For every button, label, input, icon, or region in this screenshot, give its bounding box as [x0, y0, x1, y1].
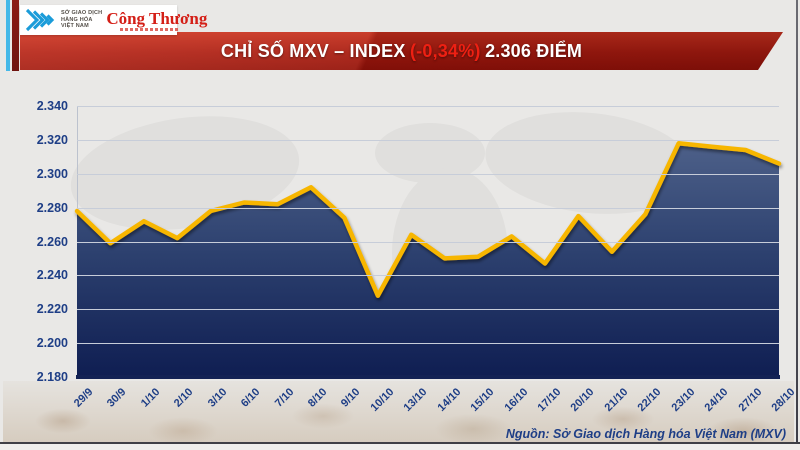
plot-area — [74, 106, 782, 377]
area-fill — [77, 143, 779, 377]
frame-border-bottom-light — [0, 444, 800, 450]
congthuong-wordmark: Công Thương — [106, 8, 208, 28]
index-area-chart — [74, 141, 782, 377]
gridline — [77, 106, 779, 107]
congthuong-tagline — [120, 27, 179, 31]
photo-watermark-strip — [3, 381, 794, 442]
y-axis-label: 2.300 — [36, 166, 68, 181]
y-axis-label: 2.220 — [36, 302, 68, 317]
gridline — [77, 343, 779, 345]
accent-stripe-maroon — [12, 0, 19, 71]
logo-strip: SỞ GIAO DỊCH HÀNG HÓA VIỆT NAM Công Thươ… — [20, 5, 207, 35]
y-axis-label: 2.180 — [36, 370, 68, 384]
y-axis-label: 2.340 — [36, 99, 68, 113]
index-line — [74, 141, 782, 298]
y-axis-label: 2.200 — [36, 336, 68, 351]
title-banner: CHỈ SỐ MXV – INDEX (-0,34%) 2.306 ĐIỂM — [20, 32, 783, 70]
frame-border-bottom — [0, 442, 800, 444]
mxv-org-line: HÀNG HÓA — [61, 16, 93, 23]
gridline — [77, 139, 779, 141]
y-axis-label: 2.240 — [36, 268, 68, 283]
mxv-org-line: SỞ GIAO DỊCH — [61, 9, 103, 16]
mxv-org-name: SỞ GIAO DỊCH HÀNG HÓA VIỆT NAM — [61, 10, 102, 31]
y-axis-label: 2.320 — [36, 132, 68, 147]
banner-change-percent: (-0,34%) — [409, 41, 481, 61]
frame-border-right — [796, 0, 798, 450]
banner-title: CHỈ SỐ MXV – INDEX — [220, 41, 406, 61]
gridline — [77, 275, 779, 277]
gridline — [77, 207, 779, 209]
y-axis-label: 2.260 — [36, 234, 68, 249]
banner-index-value: 2.306 ĐIỂM — [485, 41, 583, 61]
gridline — [77, 173, 779, 175]
mxv-org-line: VIỆT NAM — [61, 23, 89, 30]
source-note: Nguồn: Sở Giao dịch Hàng hóa Việt Nam (M… — [505, 427, 786, 441]
gridline — [77, 309, 779, 311]
x-axis-line — [76, 375, 780, 379]
accent-stripe-cyan — [6, 0, 10, 71]
mxv-chevrons-icon — [25, 8, 55, 32]
gridline — [77, 241, 779, 243]
congthuong-logo: Công Thương — [106, 10, 207, 31]
y-axis-label: 2.280 — [36, 200, 68, 215]
